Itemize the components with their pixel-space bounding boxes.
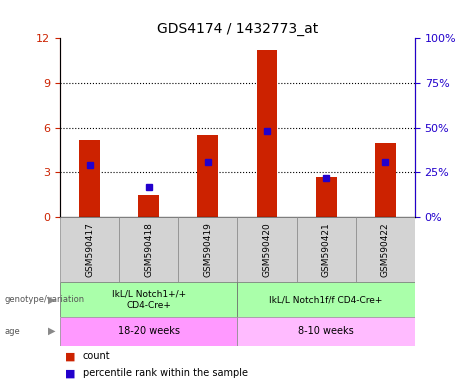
Bar (138, 195, 159, 217)
Bar (237, 282, 415, 317)
Bar (375, 142, 396, 217)
Text: ▶: ▶ (48, 326, 55, 336)
Text: count: count (83, 351, 111, 361)
Bar (60, 317, 237, 346)
Text: 8-10 weeks: 8-10 weeks (298, 326, 354, 336)
Text: IkL/L Notch1f/f CD4-Cre+: IkL/L Notch1f/f CD4-Cre+ (270, 295, 383, 304)
Bar (178, 217, 237, 282)
Bar (60, 217, 119, 282)
Text: GSM590417: GSM590417 (85, 222, 94, 277)
Bar (197, 135, 218, 217)
Text: percentile rank within the sample: percentile rank within the sample (83, 368, 248, 378)
Text: ▶: ▶ (48, 295, 55, 305)
Text: GSM590421: GSM590421 (322, 222, 331, 277)
Text: ■: ■ (65, 351, 75, 361)
Bar (257, 50, 278, 217)
Bar (356, 217, 415, 282)
Bar (316, 177, 337, 217)
Bar (237, 217, 296, 282)
Text: ■: ■ (65, 368, 75, 378)
Title: GDS4174 / 1432773_at: GDS4174 / 1432773_at (157, 22, 318, 36)
Text: GSM590420: GSM590420 (262, 222, 272, 277)
Bar (119, 217, 178, 282)
Text: genotype/variation: genotype/variation (5, 295, 85, 304)
Bar (79, 140, 100, 217)
Bar (60, 282, 237, 317)
Text: GSM590422: GSM590422 (381, 222, 390, 277)
Bar (237, 317, 415, 346)
Text: 18-20 weeks: 18-20 weeks (118, 326, 180, 336)
Text: GSM590419: GSM590419 (203, 222, 213, 277)
Text: IkL/L Notch1+/+
CD4-Cre+: IkL/L Notch1+/+ CD4-Cre+ (112, 290, 186, 310)
Bar (296, 217, 356, 282)
Text: GSM590418: GSM590418 (144, 222, 153, 277)
Text: age: age (5, 327, 20, 336)
